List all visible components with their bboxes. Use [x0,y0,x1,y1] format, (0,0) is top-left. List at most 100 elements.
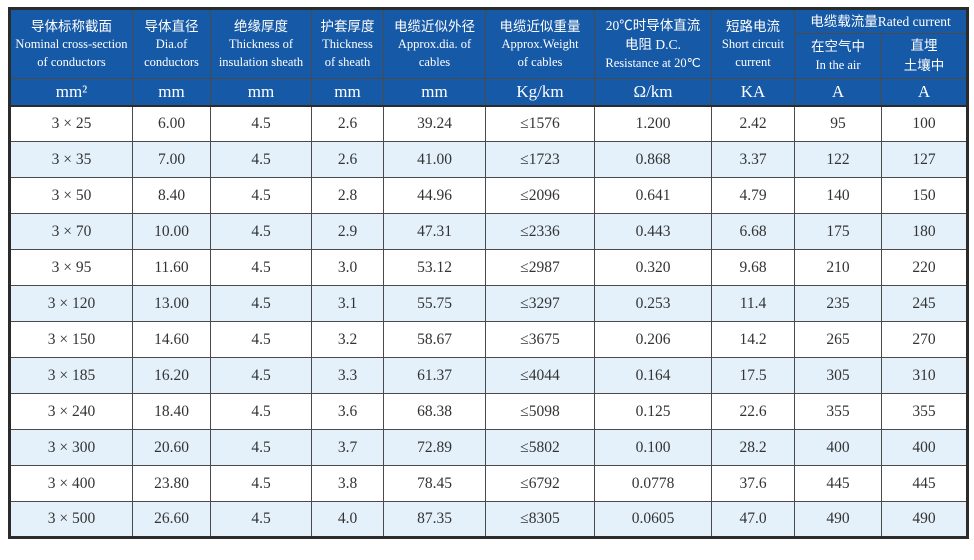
table-cell: 78.45 [383,465,486,502]
table-cell: ≤4044 [485,357,595,394]
table-cell: ≤3675 [485,321,595,358]
table-cell: 9.68 [711,249,795,286]
table-cell: 310 [881,357,968,394]
table-cell: 14.60 [132,321,211,358]
table-cell: 47.31 [383,213,486,250]
col-header-zh: 在空气中 [811,39,865,55]
table-cell: ≤1723 [485,141,595,178]
table-cell: 68.38 [383,393,486,430]
cable-spec-table: 导体标称截面 Nominal cross-section of conducto… [8,7,969,539]
table-cell: 3 × 120 [9,285,133,322]
table-row: 3 × 50 8.40 4.5 2.8 44.96 ≤2096 0.641 4.79 140 15… [9,177,968,214]
table-cell: 8.40 [132,177,211,214]
table-cell: ≤1576 [485,105,595,142]
table-cell: 3.8 [311,465,384,502]
col-header-conductor-diameter: 导体直径 Dia.of conductors [132,8,211,79]
table-row: 3 × 25 6.00 4.5 2.6 39.24 ≤1576 1.200 2.42 95 100 [9,105,968,142]
table-cell: 41.00 [383,141,486,178]
table-cell: 4.5 [210,249,312,286]
col-header-zh: 绝缘厚度 [234,18,288,34]
table-row: 3 × 240 18.40 4.5 3.6 68.38 ≤5098 0.125 22.6 355… [9,393,968,430]
unit-cell: mm [383,78,486,107]
table-cell: 0.125 [594,393,712,430]
table-cell: 44.96 [383,177,486,214]
col-header-approx-diameter: 电缆近似外径 Approx.dia. of cables [383,8,486,79]
table-cell: 400 [794,429,882,466]
table-cell: 355 [794,393,882,430]
table-cell: 2.6 [311,105,384,142]
table-cell: 47.0 [711,501,795,538]
table-cell: 0.253 [594,285,712,322]
table-cell: 140 [794,177,882,214]
table-cell: 28.2 [711,429,795,466]
col-header-buried-in-soil: 直埋 土壤中 [881,33,968,79]
table-cell: 3.7 [311,429,384,466]
table-cell: 3 × 70 [9,213,133,250]
table-cell: 3 × 95 [9,249,133,286]
col-header-en: Dia.of conductors [144,37,199,69]
table-row: 3 × 500 26.60 4.5 4.0 87.35 ≤8305 0.0605 47.0 49… [9,501,968,538]
units-row: mm² mm mm mm mm Kg/km Ω/km KA A A [9,78,968,107]
table-cell: 0.100 [594,429,712,466]
col-header-en: Nominal cross-section of conductors [15,37,128,69]
col-header-dc-resistance: 20℃时导体直流 电阻 D.C. Resistance at 20℃ [594,8,712,79]
unit-cell: mm² [9,78,133,107]
col-header-zh: 电缆近似重量 [499,18,581,34]
col-header-en: Short circuit current [721,37,785,69]
unit-cell: Ω/km [594,78,712,107]
table-cell: 3.3 [311,357,384,394]
table-cell: 87.35 [383,501,486,538]
table-cell: 445 [881,465,968,502]
table-cell: 72.89 [383,429,486,466]
table-cell: 11.60 [132,249,211,286]
table-cell: 37.6 [711,465,795,502]
table-cell: 20.60 [132,429,211,466]
table-cell: 4.5 [210,429,312,466]
table-cell: 245 [881,285,968,322]
table-cell: 3 × 25 [9,105,133,142]
table-cell: 265 [794,321,882,358]
table-cell: 4.5 [210,321,312,358]
table-cell: ≤3297 [485,285,595,322]
table-row: 3 × 185 16.20 4.5 3.3 61.37 ≤4044 0.164 17.5 305… [9,357,968,394]
table-cell: 355 [881,393,968,430]
table-cell: 26.60 [132,501,211,538]
col-header-zh: 导体标称截面 [31,18,112,34]
table-cell: 3 × 35 [9,141,133,178]
table-cell: 4.5 [210,285,312,322]
table-row: 3 × 35 7.00 4.5 2.6 41.00 ≤1723 0.868 3.37 122 12… [9,141,968,178]
table-cell: 95 [794,105,882,142]
unit-cell: Kg/km [485,78,595,107]
table-cell: 490 [794,501,882,538]
table-body: 3 × 25 6.00 4.5 2.6 39.24 ≤1576 1.200 2.42 95 100… [9,105,968,538]
table-cell: 3 × 400 [9,465,133,502]
table-cell: 4.5 [210,393,312,430]
table-cell: 0.0605 [594,501,712,538]
table-cell: 4.5 [210,177,312,214]
table-cell: ≤2336 [485,213,595,250]
unit-cell: KA [711,78,795,107]
table-cell: 4.5 [210,465,312,502]
table-cell: 4.5 [210,141,312,178]
col-header-en: Thickness of sheath [322,37,373,69]
col-header-short-circuit-current: 短路电流 Short circuit current [711,8,795,79]
table-cell: 0.868 [594,141,712,178]
table-cell: 3.37 [711,141,795,178]
table-cell: 0.320 [594,249,712,286]
col-header-in-the-air: 在空气中 In the air [794,33,882,79]
table-cell: ≤5098 [485,393,595,430]
table-cell: 4.5 [210,105,312,142]
table-cell: 7.00 [132,141,211,178]
table-row: 3 × 400 23.80 4.5 3.8 78.45 ≤6792 0.0778 37.6 44… [9,465,968,502]
table-cell: 400 [881,429,968,466]
table-cell: ≤6792 [485,465,595,502]
table-cell: 1.200 [594,105,712,142]
table-cell: 210 [794,249,882,286]
col-header-zh: 20℃时导体直流 电阻 D.C. [605,17,701,53]
table-cell: 23.80 [132,465,211,502]
unit-cell: mm [311,78,384,107]
table-cell: 305 [794,357,882,394]
table-cell: 3.0 [311,249,384,286]
col-header-zh: 短路电流 [726,18,780,34]
col-header-en: Approx.Weight of cables [501,37,579,69]
